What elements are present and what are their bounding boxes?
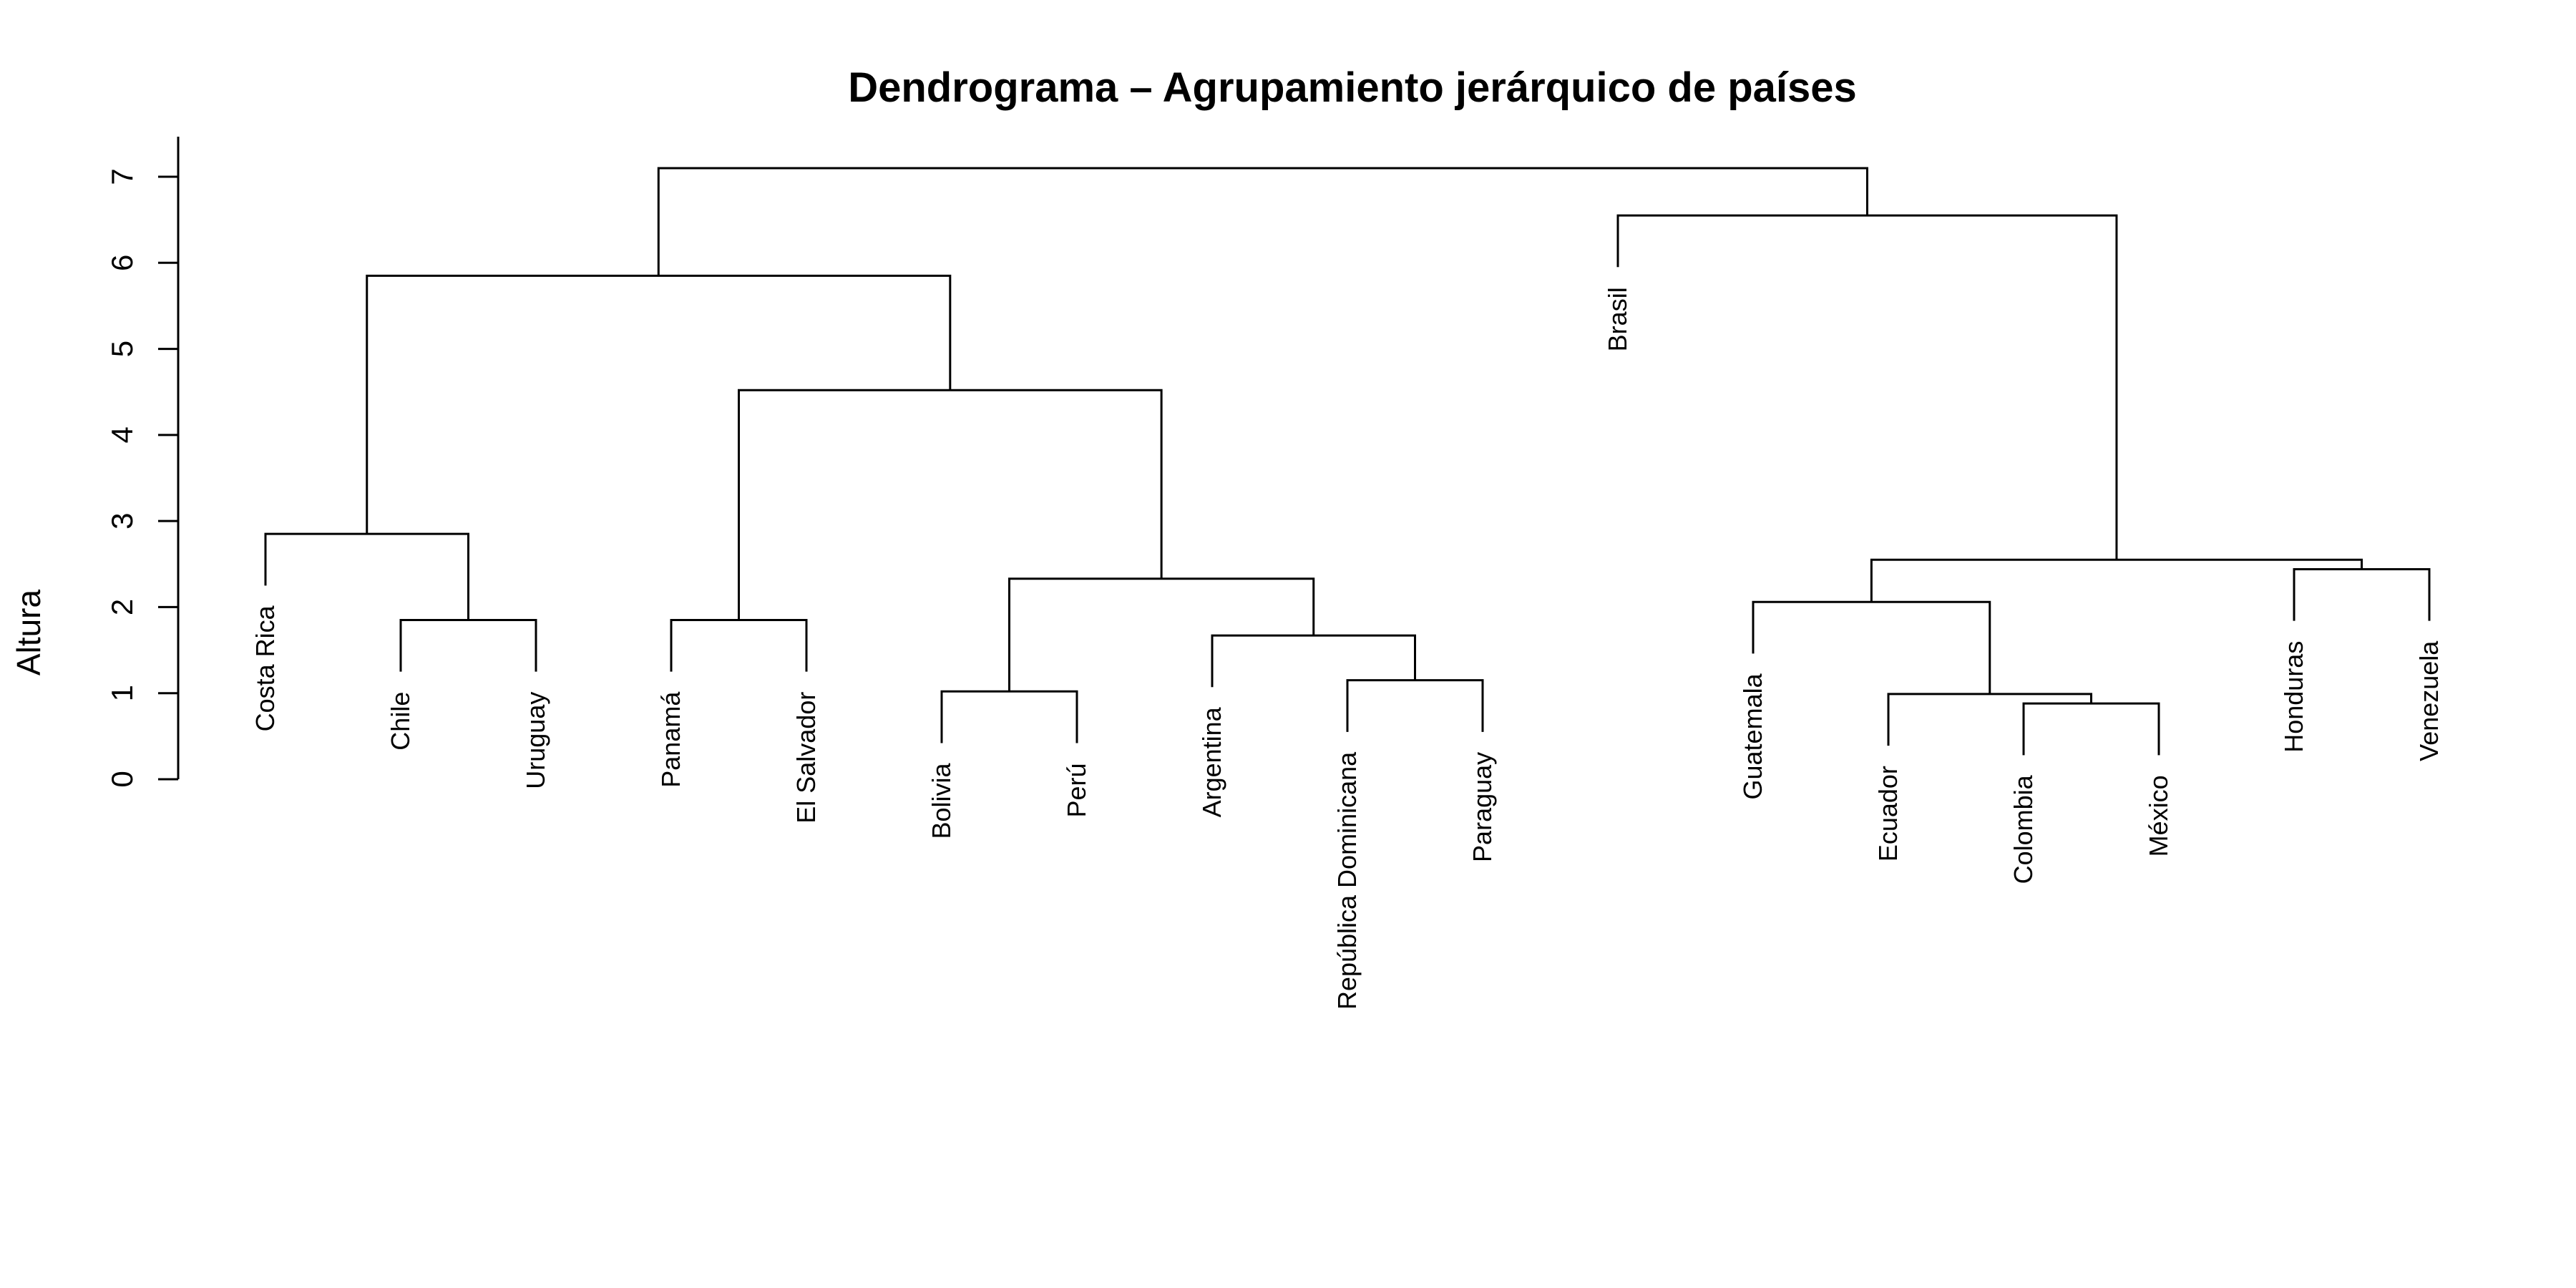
y-tick-label: 1	[105, 685, 139, 701]
y-tick-label: 3	[105, 512, 139, 529]
leaf-label: Panamá	[656, 691, 686, 788]
dendrogram-branch	[399, 618, 537, 672]
y-tick-label: 0	[105, 771, 139, 787]
dendrogram-branch	[940, 690, 1078, 743]
leaf-label: México	[2144, 775, 2173, 857]
chart-title: Dendrograma – Agrupamiento jerárquico de…	[848, 64, 1857, 111]
dendrogram-branch	[657, 167, 1868, 276]
dendrogram-branch	[738, 389, 1163, 620]
leaf-label: Brasil	[1603, 287, 1632, 351]
leaf-label: Colombia	[2009, 774, 2038, 884]
y-tick-label: 6	[105, 255, 139, 271]
dendrogram-branch	[1616, 214, 2118, 560]
dendrogram-branch	[1887, 693, 2092, 746]
leaf-label: El Salvador	[791, 692, 821, 824]
leaf-label: Costa Rica	[250, 605, 280, 731]
leaf-label: Chile	[386, 692, 415, 751]
dendrogram-branch	[366, 274, 952, 535]
dendrogram-branch	[264, 532, 469, 620]
dendrogram-branch	[1211, 634, 1416, 688]
y-axis: 0 1 2 3 4 5 6 7	[105, 137, 180, 788]
dendrogram-branches	[264, 167, 2431, 756]
leaf-label: Uruguay	[521, 692, 550, 789]
leaf-label: Ecuador	[1873, 766, 1903, 862]
dendrogram-branch	[670, 618, 808, 672]
dendrogram-branch	[1870, 558, 2363, 602]
dendrogram-branch	[2022, 702, 2160, 756]
leaf-label: Bolivia	[927, 763, 956, 839]
leaf-label: Guatemala	[1738, 673, 1767, 799]
dendrogram-branch	[1346, 679, 1484, 732]
leaf-label: Argentina	[1197, 706, 1226, 817]
y-tick-label: 4	[105, 426, 139, 443]
dendrogram-branch	[2293, 568, 2431, 621]
y-tick-label: 2	[105, 599, 139, 615]
leaf-label: Perú	[1062, 763, 1091, 817]
y-tick-label: 7	[105, 168, 139, 185]
dendrogram-branch	[1752, 600, 1991, 694]
leaf-label: República Dominicana	[1332, 751, 1362, 1010]
y-tick-label: 5	[105, 341, 139, 357]
leaf-label: Honduras	[2279, 641, 2308, 753]
leaf-label: Venezuela	[2414, 640, 2444, 761]
leaf-label: Paraguay	[1468, 752, 1497, 862]
y-axis-label: Altura	[10, 590, 47, 676]
leaf-labels: Costa Rica Chile Uruguay Panamá El Salvador B…	[250, 287, 2444, 1010]
